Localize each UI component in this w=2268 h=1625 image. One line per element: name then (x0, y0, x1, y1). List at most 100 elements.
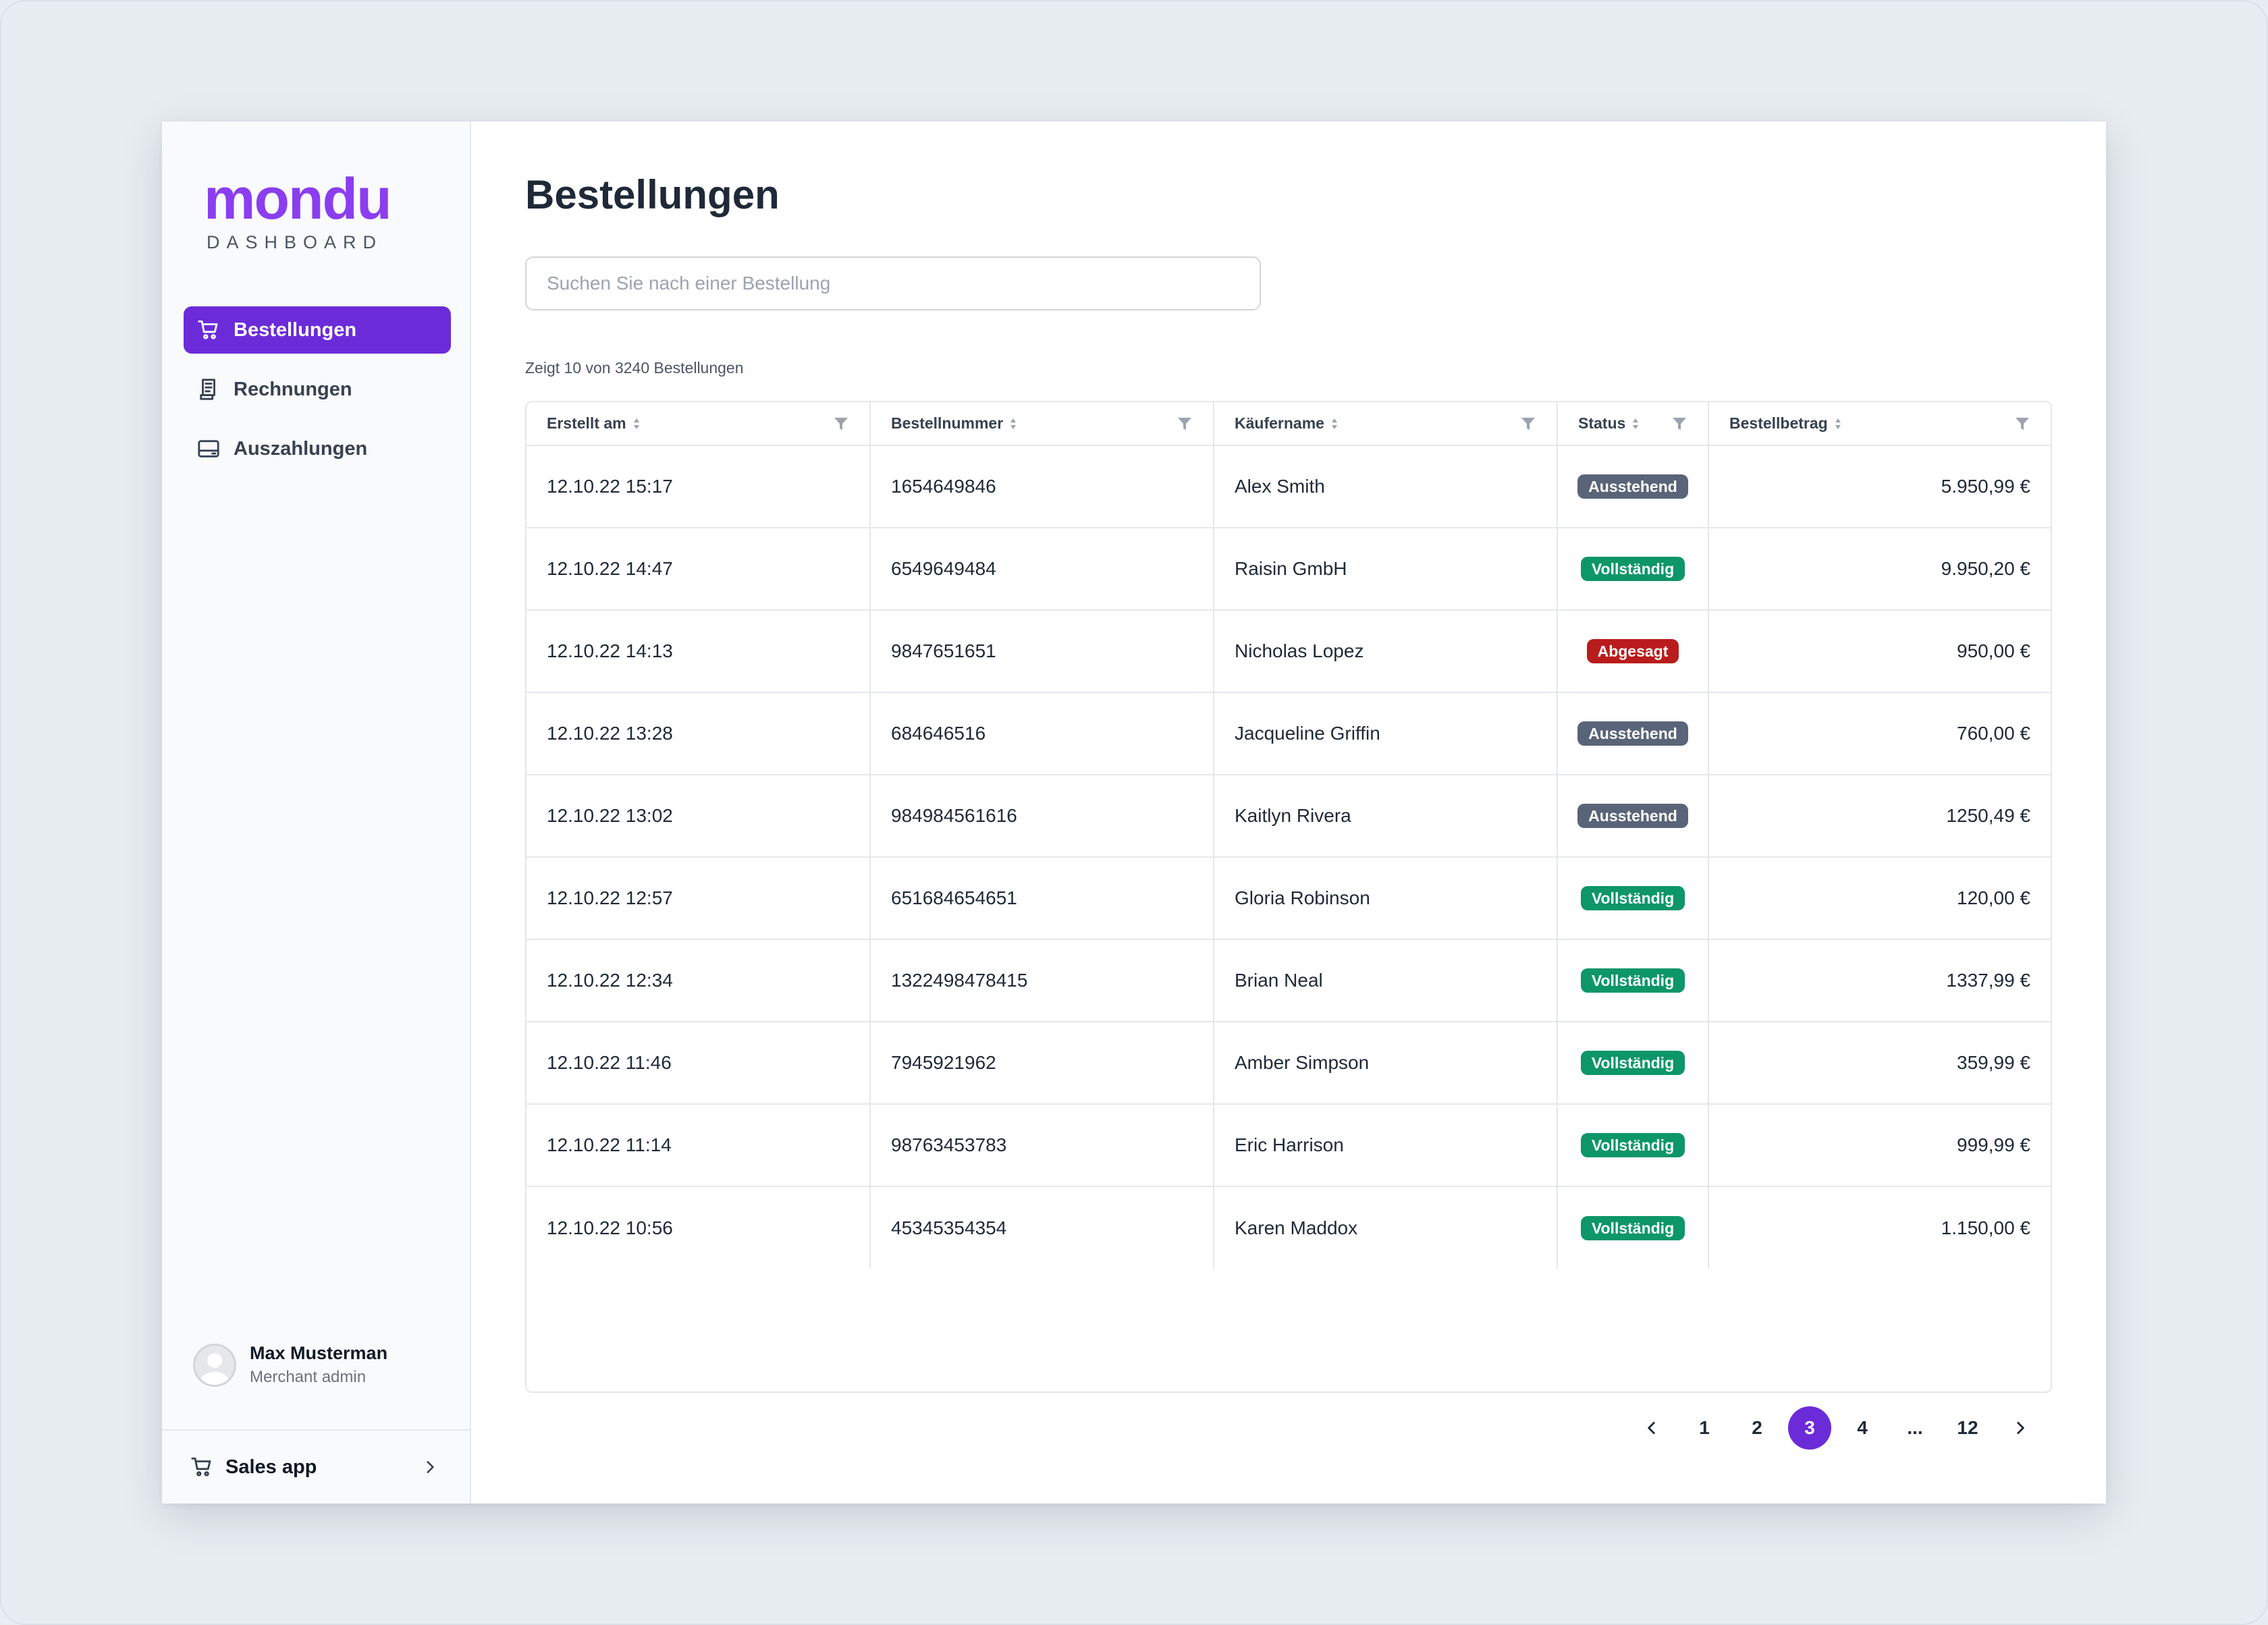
cell-amount: 120,00 € (1708, 857, 2051, 940)
table-row[interactable]: 12.10.22 11:14 98763453783 Eric Harrison Vo… (526, 1104, 2051, 1187)
page-button-1[interactable]: 1 (1699, 1417, 1710, 1438)
column-header-kaeufername[interactable]: Käufername (1214, 402, 1558, 446)
table-header-row: Erstellt am Bestellnummer Käufername Status… (526, 402, 2051, 446)
column-header-label: Erstellt am (547, 414, 626, 432)
cart-icon (197, 319, 220, 341)
cell-status: Abgesagt (1557, 610, 1709, 693)
cell-amount: 1337,99 € (1708, 939, 2051, 1022)
table-row[interactable]: 12.10.22 10:56 45345354354 Karen Maddox Vol… (526, 1186, 2051, 1269)
cell-created: 12.10.22 13:28 (526, 692, 871, 775)
sort-icon[interactable] (1008, 416, 1018, 431)
filter-icon[interactable] (2014, 416, 2030, 431)
sidebar-item-rechnungen[interactable]: Rechnungen (184, 366, 451, 413)
search-input[interactable] (525, 256, 1261, 310)
status-badge: Ausstehend (1577, 474, 1688, 499)
sidebar-item-label: Bestellungen (234, 319, 357, 341)
sidebar-nav: Bestellungen Rechnungen Auszahlungen (184, 306, 451, 485)
cell-created: 12.10.22 14:47 (526, 528, 871, 611)
cell-buyer-name: Karen Maddox (1214, 1186, 1558, 1269)
table-row[interactable]: 12.10.22 14:13 9847651651 Nicholas Lopez Ab… (526, 610, 2051, 693)
cell-status: Ausstehend (1557, 445, 1709, 528)
cell-status: Vollständig (1557, 1186, 1709, 1269)
cell-buyer-name: Kaitlyn Rivera (1214, 775, 1558, 858)
main-content: Bestellungen Zeigt 10 von 3240 Bestellun… (471, 121, 2106, 1504)
sales-app-label: Sales app (225, 1456, 317, 1478)
pagination: 1 2 3 4... 12 (1625, 1406, 2047, 1450)
filter-icon[interactable] (1671, 416, 1688, 431)
table-row[interactable]: 12.10.22 12:34 1322498478415 Brian Neal Vol… (526, 939, 2051, 1022)
cell-buyer-name: Raisin GmbH (1214, 528, 1558, 611)
cell-created: 12.10.22 11:14 (526, 1104, 871, 1187)
sidebar-item-bestellungen[interactable]: Bestellungen (184, 306, 451, 354)
column-header-status[interactable]: Status (1557, 402, 1709, 446)
user-name: Max Musterman (250, 1343, 388, 1363)
user-profile[interactable]: Max Musterman Merchant admin (193, 1343, 387, 1387)
cell-created: 12.10.22 10:56 (526, 1186, 871, 1269)
status-badge: Vollständig (1580, 557, 1685, 581)
table-row[interactable]: 12.10.22 13:02 984984561616 Kaitlyn Rivera… (526, 775, 2051, 858)
table-row[interactable]: 12.10.22 13:28 684646516 Jacqueline Griffi… (526, 692, 2051, 775)
sidebar-item-label: Auszahlungen (234, 437, 368, 460)
column-header-bestellbetrag[interactable]: Bestellbetrag (1708, 402, 2051, 446)
result-count: Zeigt 10 von 3240 Bestellungen (525, 359, 744, 377)
dashboard-window: mondu DASHBOARD Bestellungen Rechnungen (162, 121, 2106, 1504)
sidebar: mondu DASHBOARD Bestellungen Rechnungen (162, 121, 471, 1504)
table-row[interactable]: 12.10.22 12:57 651684654651 Gloria Robinso… (526, 857, 2051, 940)
orders-table: Erstellt am Bestellnummer Käufername Status… (525, 401, 2052, 1393)
status-badge: Ausstehend (1577, 804, 1688, 828)
table-body: 12.10.22 15:17 1654649846 Alex Smith Ausste… (526, 445, 2051, 1269)
cell-amount: 9.950,20 € (1708, 528, 2051, 611)
page-button-12[interactable]: 12 (1957, 1417, 1978, 1438)
status-badge: Abgesagt (1586, 639, 1679, 663)
logo[interactable]: mondu DASHBOARD (204, 170, 392, 253)
column-header-label: Bestellnummer (891, 414, 1004, 432)
sort-icon[interactable] (1631, 416, 1640, 431)
chevron-left-icon[interactable] (1630, 1406, 1673, 1450)
filter-icon[interactable] (1520, 416, 1536, 431)
cell-created: 12.10.22 12:34 (526, 939, 871, 1022)
sidebar-item-label: Rechnungen (234, 378, 352, 400)
status-badge: Vollständig (1580, 1051, 1685, 1075)
wallet-icon (197, 437, 220, 460)
cell-order-number: 1322498478415 (870, 939, 1214, 1022)
status-badge: Vollständig (1580, 968, 1685, 993)
filter-icon[interactable] (833, 416, 849, 431)
cell-amount: 1.150,00 € (1941, 1217, 2030, 1238)
page-button-2[interactable]: 2 (1752, 1417, 1762, 1438)
sort-icon[interactable] (1330, 416, 1339, 431)
cell-order-number: 1654649846 (870, 445, 1214, 528)
sort-icon[interactable] (632, 416, 641, 431)
page-button-3[interactable]: 3 (1788, 1406, 1831, 1450)
cell-order-number: 45345354354 (870, 1186, 1214, 1269)
logo-subtitle: DASHBOARD (207, 232, 383, 252)
cell-status: Vollständig (1557, 1022, 1709, 1105)
column-header-bestellnummer[interactable]: Bestellnummer (870, 402, 1214, 446)
receipt-icon (197, 378, 220, 401)
sort-icon[interactable] (1833, 416, 1843, 431)
cell-status: Vollständig (1557, 939, 1709, 1022)
cell-amount: 999,99 € (1708, 1104, 2051, 1187)
page-ellipsis: ... (1907, 1417, 1923, 1438)
table-row[interactable]: 12.10.22 11:46 7945921962 Amber Simpson Vol… (526, 1022, 2051, 1105)
filter-icon[interactable] (1177, 416, 1193, 431)
cell-order-number: 6549649484 (870, 528, 1214, 611)
cell-created: 12.10.22 12:57 (526, 857, 871, 940)
sales-app-switch[interactable]: Sales app (162, 1429, 470, 1504)
sidebar-item-auszahlungen[interactable]: Auszahlungen (184, 425, 451, 472)
cell-order-number: 98763453783 (870, 1104, 1214, 1187)
chevron-right-icon (421, 1458, 439, 1476)
page-button-4[interactable]: 4 (1857, 1417, 1868, 1438)
cell-buyer-name: Amber Simpson (1214, 1022, 1558, 1105)
table-row[interactable]: 12.10.22 14:47 6549649484 Raisin GmbH Volls… (526, 528, 2051, 611)
chevron-right-icon[interactable] (1999, 1406, 2042, 1450)
status-badge: Vollständig (1580, 1133, 1685, 1157)
cell-amount: 5.950,99 € (1708, 445, 2051, 528)
cell-created: 12.10.22 11:46 (526, 1022, 871, 1105)
cell-status: Vollständig (1557, 857, 1709, 940)
cell-created: 12.10.22 14:13 (526, 610, 871, 693)
table-row[interactable]: 12.10.22 15:17 1654649846 Alex Smith Ausste… (526, 445, 2051, 528)
cell-buyer-name: Nicholas Lopez (1214, 610, 1558, 693)
cell-buyer-name: Alex Smith (1214, 445, 1558, 528)
cell-amount: 760,00 € (1708, 692, 2051, 775)
column-header-erstellt-am[interactable]: Erstellt am (526, 402, 871, 446)
